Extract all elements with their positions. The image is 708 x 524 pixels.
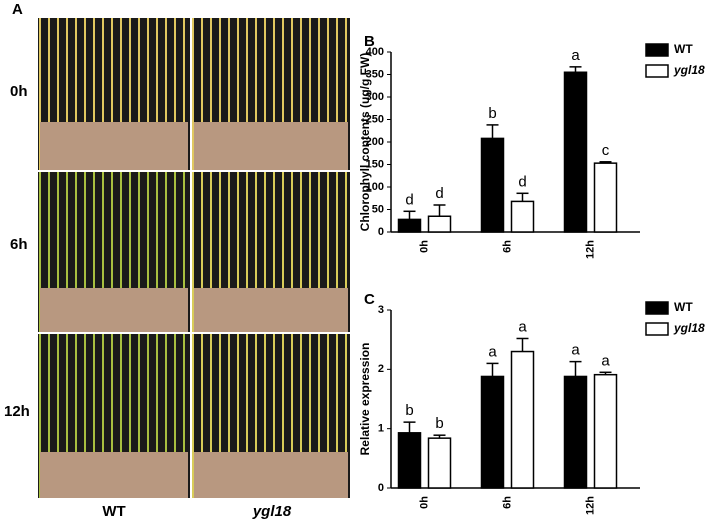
y-tick-label: 150 <box>366 158 384 170</box>
x-tick-label: 12h <box>584 496 596 515</box>
y-tick-label: 3 <box>378 304 384 316</box>
column-label: WT <box>102 503 125 520</box>
y-tick-label: 300 <box>366 91 384 103</box>
column-label: ygl18 <box>252 503 292 520</box>
legend-label: ygl18 <box>673 63 705 77</box>
significance-letter: a <box>601 352 610 369</box>
significance-letter: d <box>405 191 413 208</box>
x-tick-label: 6h <box>501 240 513 253</box>
x-tick-label: 0h <box>418 240 430 253</box>
row-label: 0h <box>10 83 28 100</box>
significance-letter: a <box>518 318 527 335</box>
significance-letter: d <box>518 173 526 190</box>
x-tick-label: 0h <box>418 496 430 509</box>
bar <box>563 375 588 489</box>
significance-letter: b <box>405 402 413 419</box>
row-label: 12h <box>4 403 30 420</box>
y-axis-label: Relative expression <box>358 343 372 456</box>
bar <box>510 200 535 233</box>
bar <box>480 375 505 489</box>
legend-label: WT <box>674 42 693 56</box>
legend-label: ygl18 <box>673 321 705 335</box>
bar <box>480 137 505 233</box>
y-tick-label: 100 <box>366 181 384 193</box>
y-tick-label: 0 <box>378 482 384 494</box>
significance-letter: a <box>488 343 497 360</box>
y-tick-label: 200 <box>366 136 384 148</box>
legend-swatch <box>645 301 669 315</box>
y-tick-label: 2 <box>378 363 384 375</box>
significance-letter: b <box>435 415 443 432</box>
significance-letter: a <box>571 342 580 359</box>
y-tick-label: 350 <box>366 68 384 80</box>
legend-swatch <box>645 64 669 78</box>
x-tick-label: 12h <box>584 240 596 259</box>
y-axis-label: Chlorophyll contents (ug/g FW) <box>358 53 372 232</box>
significance-letter: c <box>602 142 610 159</box>
y-tick-label: 50 <box>372 203 384 215</box>
significance-letter: d <box>435 185 443 202</box>
bar <box>510 350 535 489</box>
y-tick-label: 250 <box>366 113 384 125</box>
panel-label: C <box>364 291 375 308</box>
significance-letter: b <box>488 105 496 122</box>
panel-label: B <box>364 33 375 50</box>
bar <box>593 162 618 233</box>
bar <box>427 215 452 233</box>
y-tick-label: 0 <box>378 226 384 238</box>
bar <box>397 218 422 233</box>
x-tick-label: 6h <box>501 496 513 509</box>
bar <box>397 432 422 489</box>
bar <box>563 71 588 233</box>
row-label: 6h <box>10 236 28 253</box>
panel-label: A <box>12 1 23 18</box>
significance-letter: a <box>571 47 580 64</box>
y-tick-label: 400 <box>366 46 384 58</box>
legend-swatch <box>645 322 669 336</box>
y-tick-label: 1 <box>378 423 384 435</box>
legend-swatch <box>645 43 669 57</box>
bar <box>593 373 618 489</box>
bar <box>427 437 452 489</box>
photo-panel <box>38 18 350 498</box>
legend-label: WT <box>674 300 693 314</box>
